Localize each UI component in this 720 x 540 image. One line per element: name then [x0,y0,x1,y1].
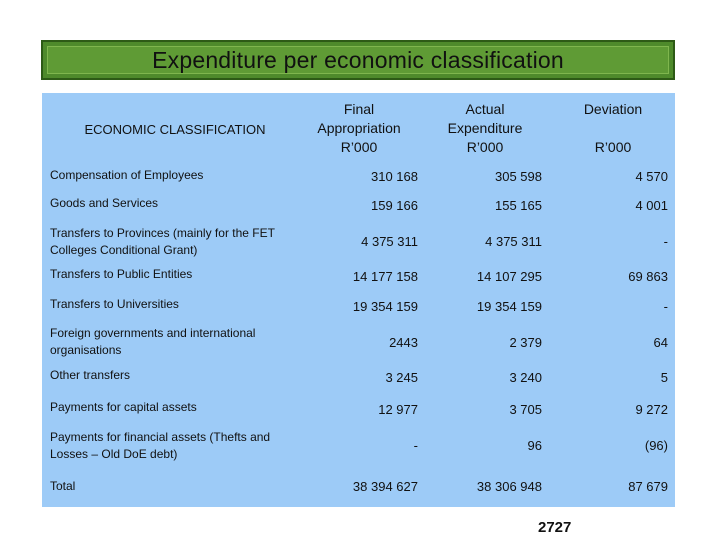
cell-final: 3 245 [385,370,418,385]
row-label: Transfers to Universities [50,297,179,311]
cell-deviation: 9 272 [635,402,668,417]
cell-final: 2443 [389,335,418,350]
header-actual-line3: R’000 [466,139,504,155]
cell-actual: 4 375 311 [485,234,542,249]
cell-deviation: 4 001 [635,198,668,213]
row-label: Other transfers [50,368,131,382]
header-actual-line2: Expenditure [447,120,523,136]
header-deviation-line1: Deviation [583,101,643,117]
expenditure-table: ECONOMIC CLASSIFICATION Final Appropriat… [42,93,675,507]
cell-actual: 2 379 [509,335,542,350]
cell-actual: 155 165 [495,198,542,213]
header-actual-expenditure: Actual Expenditure R’000 [430,100,540,157]
row-label: Transfers to Public Entities [50,267,193,281]
header-final-appropriation: Final Appropriation R’000 [304,100,414,157]
header-classification: ECONOMIC CLASSIFICATION [84,122,266,137]
cell-actual: 14 107 295 [476,269,542,284]
header-deviation: Deviation R’000 [558,100,668,157]
page-title: Expenditure per economic classification [152,46,564,73]
header-final-line3: R’000 [340,139,378,155]
cell-deviation: 4 570 [635,169,668,184]
cell-final: 19 354 159 [352,299,418,314]
cell-final: - [413,438,418,453]
cell-deviation: - [663,299,668,314]
cell-actual: 19 354 159 [476,299,542,314]
title-banner: Expenditure per economic classification [41,40,675,80]
row-label: Transfers to Provinces (mainly for the F… [50,226,275,257]
cell-final: 38 394 627 [352,479,418,494]
cell-deviation: - [663,234,668,249]
header-final-line1: Final [343,101,375,117]
row-label: Compensation of Employees [50,168,204,182]
cell-actual: 3 240 [509,370,542,385]
cell-actual: 3 705 [509,402,542,417]
row-label: Foreign governments and international or… [50,326,256,357]
cell-deviation: 64 [653,335,668,350]
cell-actual: 38 306 948 [476,479,542,494]
cell-final: 12 977 [378,402,418,417]
header-final-line2: Appropriation [317,120,401,136]
cell-deviation: (96) [644,438,668,453]
cell-deviation: 69 863 [628,269,668,284]
page-number: 2727 [538,519,572,536]
row-label: Goods and Services [50,196,159,210]
cell-deviation: 5 [660,370,668,385]
cell-final: 14 177 158 [352,269,418,284]
cell-final: 159 166 [371,198,418,213]
header-deviation-line2: R’000 [594,139,632,155]
header-actual-line1: Actual [465,101,505,117]
cell-actual: 96 [527,438,542,453]
row-label: Payments for capital assets [50,400,197,414]
cell-final: 310 168 [371,169,418,184]
cell-actual: 305 598 [495,169,542,184]
cell-deviation: 87 679 [628,479,668,494]
title-banner-inner: Expenditure per economic classification [47,46,669,74]
cell-final: 4 375 311 [361,234,418,249]
row-label: Payments for financial assets (Thefts an… [50,430,271,461]
row-label: Total [50,479,76,493]
